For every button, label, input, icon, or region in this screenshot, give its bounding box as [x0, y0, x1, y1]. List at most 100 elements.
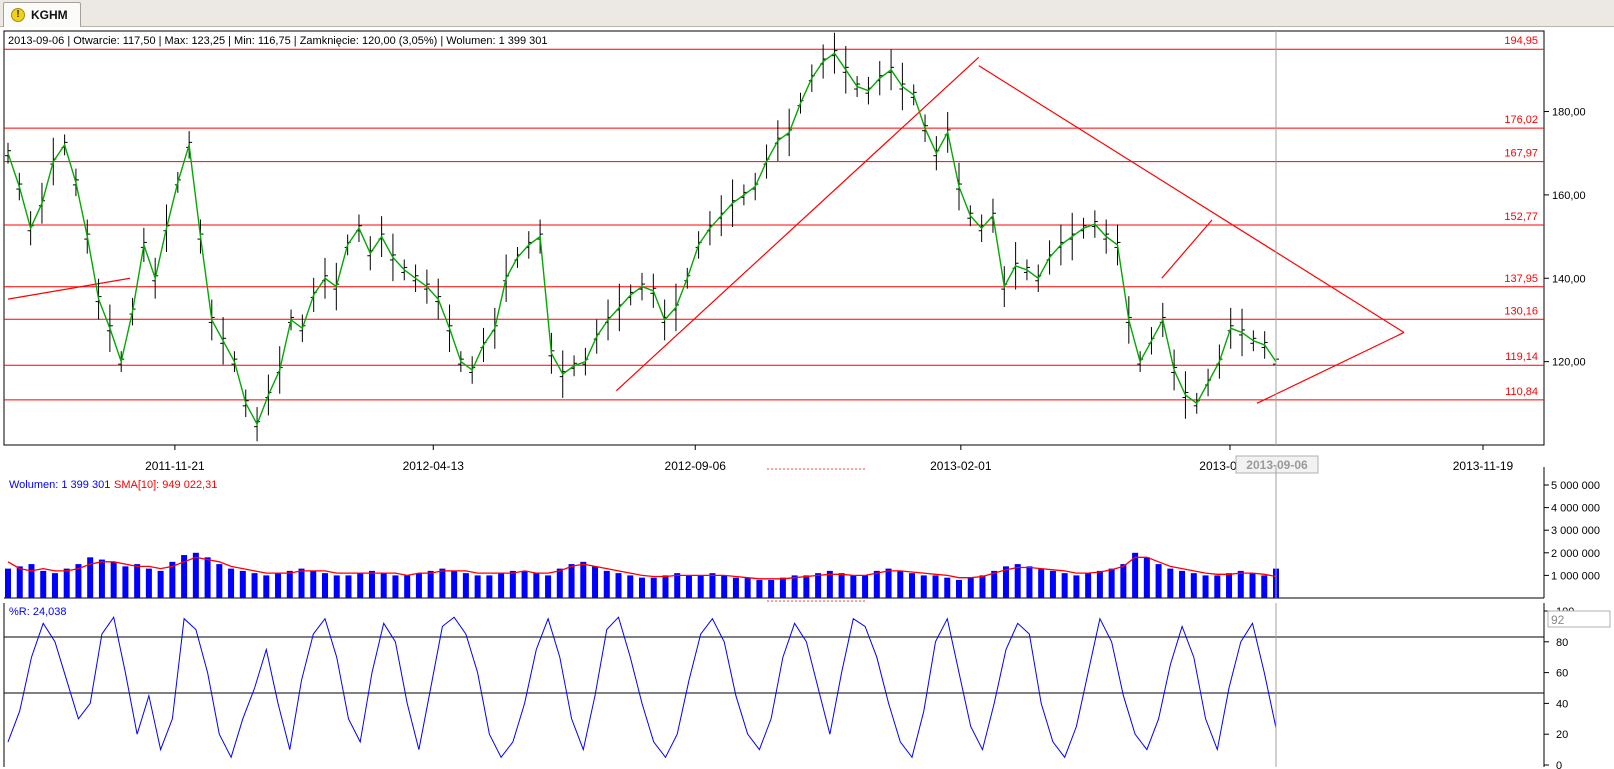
- volume-bar: [216, 564, 223, 598]
- volume-bar: [1108, 568, 1115, 598]
- volume-label: Wolumen: 1 399 301: [9, 479, 110, 491]
- volume-bar: [357, 573, 364, 598]
- volume-bar: [228, 568, 235, 598]
- price-level-label-7: 110,84: [1505, 386, 1538, 398]
- volume-bar: [239, 570, 246, 598]
- trend-line-4: [1256, 331, 1405, 404]
- price-x-axis: 2011-11-21 2012-04-13 2012-09-06 2013-02-01…: [145, 445, 1514, 473]
- volume-bar: [192, 552, 199, 598]
- trend-line-0: [7, 277, 131, 300]
- volume-bar: [16, 566, 23, 598]
- volume-sma-line: [7, 556, 1277, 580]
- volume-bar: [1049, 570, 1056, 598]
- price-level-label-1: 176,02: [1504, 114, 1538, 126]
- volume-bar: [310, 570, 317, 598]
- volume-bar: [779, 577, 786, 598]
- volume-bar: [850, 575, 857, 598]
- price-y-tick-label-2: 160,00: [1552, 190, 1586, 202]
- volume-bar: [110, 561, 117, 598]
- volume-bar: [721, 575, 728, 598]
- wr-y-tick-label-0: 0: [1556, 760, 1562, 769]
- volume-bar: [1190, 573, 1197, 598]
- volume-bar: [1237, 570, 1244, 598]
- volume-bar: [545, 575, 552, 598]
- volume-bar: [1179, 570, 1186, 598]
- williams-r-panel[interactable]: %R: 24,038 020406080100 92: [3, 603, 1611, 769]
- volume-bar: [40, 570, 47, 598]
- volume-bar: [251, 573, 258, 598]
- volume-bar: [674, 573, 681, 598]
- volume-bar: [932, 575, 939, 598]
- volume-bar: [415, 573, 422, 598]
- volume-bar: [498, 573, 505, 598]
- volume-bar: [967, 577, 974, 598]
- wr-y-tick-label-2: 40: [1556, 698, 1568, 710]
- volume-bar: [756, 579, 763, 598]
- volume-bar: [1026, 566, 1033, 598]
- volume-bar: [98, 559, 105, 598]
- wr-y-tick-label-3: 60: [1556, 668, 1568, 680]
- volume-bar: [51, 573, 58, 598]
- tab-label: KGHM: [31, 8, 68, 22]
- volume-bar: [380, 573, 387, 598]
- price-info-text: 2013-09-06 | Otwarcie: 117,50 | Max: 123…: [8, 35, 548, 47]
- wr-y-tick-label-1: 20: [1556, 729, 1568, 741]
- stock-chart[interactable]: 194,95 176,02 167,97 152,77 137,95 130,16 119,…: [0, 27, 1614, 769]
- price-y-tick-label-1: 140,00: [1552, 273, 1586, 285]
- volume-bar: [1202, 575, 1209, 598]
- price-trendlines: [7, 56, 1405, 404]
- wr-y-axis: 020406080100: [1544, 606, 1574, 769]
- volume-bar: [885, 568, 892, 598]
- volume-bar: [639, 577, 645, 598]
- price-level-label-0: 194,95: [1504, 35, 1538, 47]
- volume-y-tick-label-0: 1 000 000: [1551, 570, 1600, 582]
- volume-bar: [75, 564, 82, 598]
- volume-bar: [1132, 552, 1139, 598]
- volume-bar: [603, 570, 610, 598]
- volume-bar: [298, 568, 305, 598]
- volume-bar: [1143, 557, 1150, 598]
- trend-line-2: [978, 65, 1405, 333]
- trend-line-1: [615, 56, 980, 392]
- volume-bar: [1085, 573, 1092, 598]
- volume-y-axis: 1 000 000 2 000 000 3 000 000 4 000 000 5 00…: [1544, 480, 1600, 582]
- volume-bar: [615, 573, 622, 598]
- volume-bar: [533, 573, 540, 598]
- price-x-tick-label-3: 2013-02-01: [930, 459, 992, 473]
- warning-icon: !: [11, 8, 25, 22]
- volume-bar: [826, 570, 833, 598]
- volume-bar: [1120, 564, 1127, 598]
- volume-bar: [897, 570, 904, 598]
- volume-bar: [427, 570, 434, 598]
- tab-kghm[interactable]: ! KGHM: [3, 2, 81, 27]
- volume-bar: [979, 575, 986, 598]
- volume-bar: [462, 573, 469, 598]
- price-panel[interactable]: 194,95 176,02 167,97 152,77 137,95 130,16 119,…: [3, 30, 1586, 474]
- volume-bar: [263, 575, 270, 598]
- volume-bar: [709, 573, 716, 598]
- volume-bar: [509, 570, 516, 598]
- volume-bar: [1261, 575, 1268, 598]
- volume-panel[interactable]: Wolumen: 1 399 301 SMA[10]: 949 022,31 1…: [4, 467, 1600, 602]
- volume-bar: [732, 577, 739, 598]
- volume-bar: [1061, 573, 1068, 598]
- volume-bar: [1167, 568, 1174, 598]
- volume-sma-label: SMA[10]: 949 022,31: [114, 479, 217, 491]
- volume-y-tick-label-2: 3 000 000: [1551, 525, 1600, 537]
- price-x-tick-label-2: 2012-09-06: [665, 459, 727, 473]
- price-level-label-4: 137,95: [1504, 273, 1538, 285]
- wr-current-value: 92: [1551, 613, 1565, 627]
- volume-bar: [145, 568, 152, 598]
- volume-bar: [556, 568, 563, 598]
- volume-bar: [650, 577, 657, 598]
- volume-bar: [944, 577, 951, 598]
- price-x-tick-label-5: 2013-11-19: [1453, 459, 1514, 473]
- volume-bar: [1073, 575, 1080, 598]
- volume-bar: [744, 577, 751, 598]
- cursor-date-box: [1235, 455, 1319, 474]
- volume-y-tick-label-4: 5 000 000: [1551, 480, 1600, 492]
- volume-bar: [768, 579, 775, 598]
- volume-bar: [181, 555, 188, 598]
- volume-bar: [1002, 566, 1009, 598]
- wr-y-tick-label-4: 80: [1556, 637, 1568, 649]
